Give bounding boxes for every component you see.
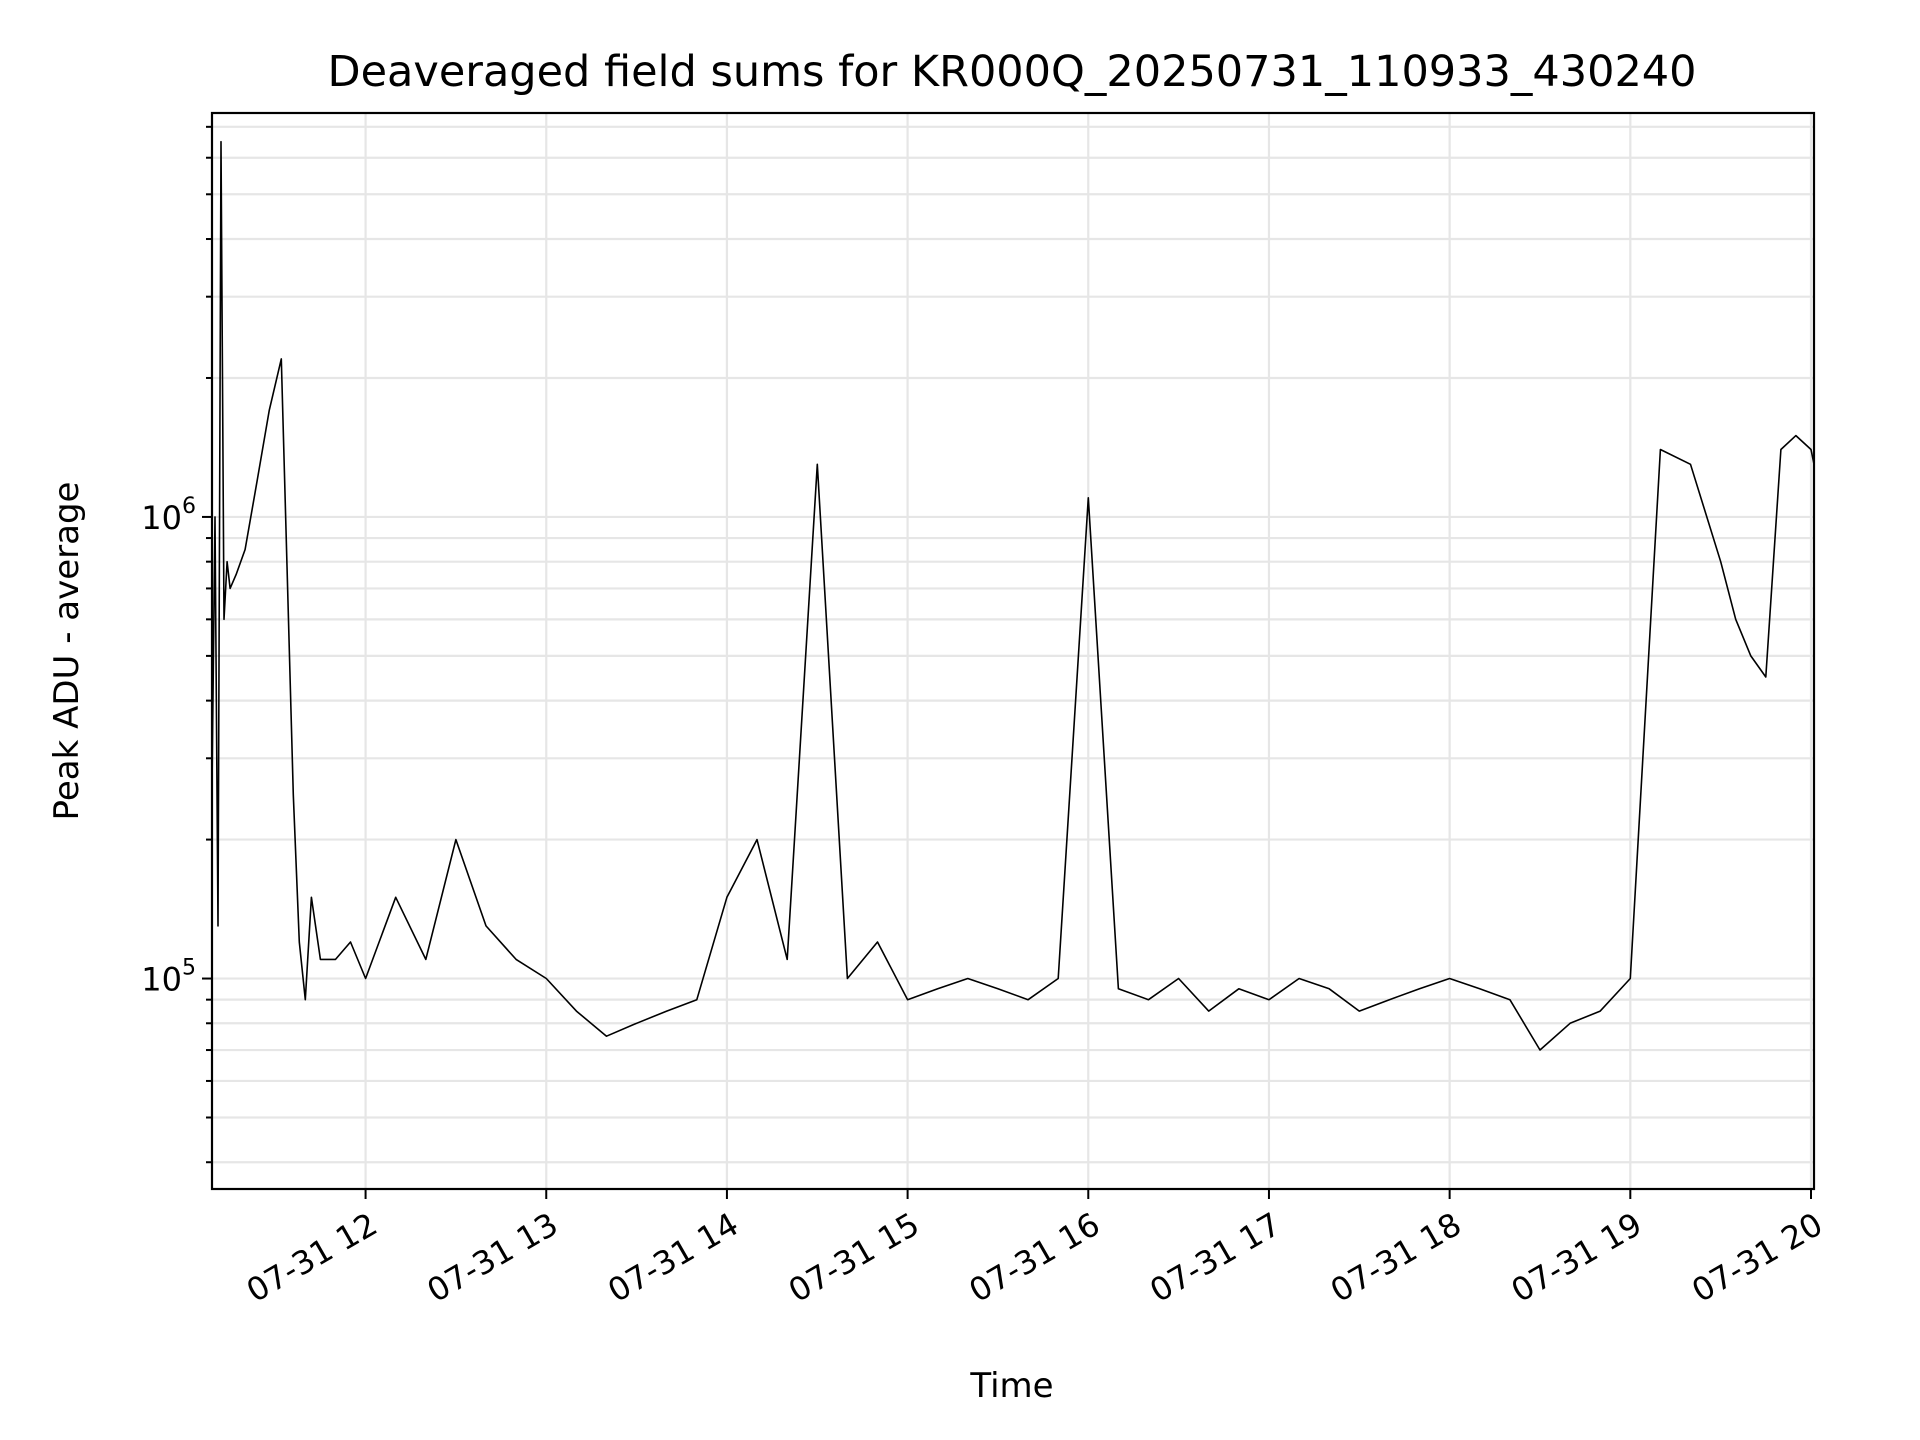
x-tick-label: 07-31 20 <box>1685 1205 1829 1310</box>
y-tick-label: 106 <box>141 494 196 537</box>
x-tick-label: 07-31 16 <box>963 1205 1107 1310</box>
series-group <box>211 140 1815 1051</box>
x-tick-label: 07-31 18 <box>1324 1205 1468 1310</box>
plot-frame <box>210 111 1816 1191</box>
x-tick-label: 07-31 12 <box>240 1205 384 1310</box>
x-tick-label: 07-31 14 <box>601 1205 745 1310</box>
x-tick-label: 07-31 19 <box>1505 1205 1649 1310</box>
y-axis-ticks: 105 106 <box>141 125 212 1164</box>
x-axis-ticks: 07-31 12 07-31 13 07-31 14 07-31 15 07-31 16… <box>240 1189 1829 1310</box>
chart-title: Deaveraged field sums for KR000Q_2025073… <box>327 47 1696 97</box>
x-axis-label: Time <box>969 1366 1053 1406</box>
grid <box>212 113 1814 1189</box>
x-tick-label: 07-31 15 <box>782 1205 926 1310</box>
series-line <box>211 140 1815 1051</box>
x-tick-label: 07-31 17 <box>1143 1205 1287 1310</box>
x-tick-label: 07-31 13 <box>421 1205 565 1310</box>
y-tick-label: 105 <box>141 956 196 999</box>
y-axis-label: Peak ADU - average <box>47 482 87 821</box>
